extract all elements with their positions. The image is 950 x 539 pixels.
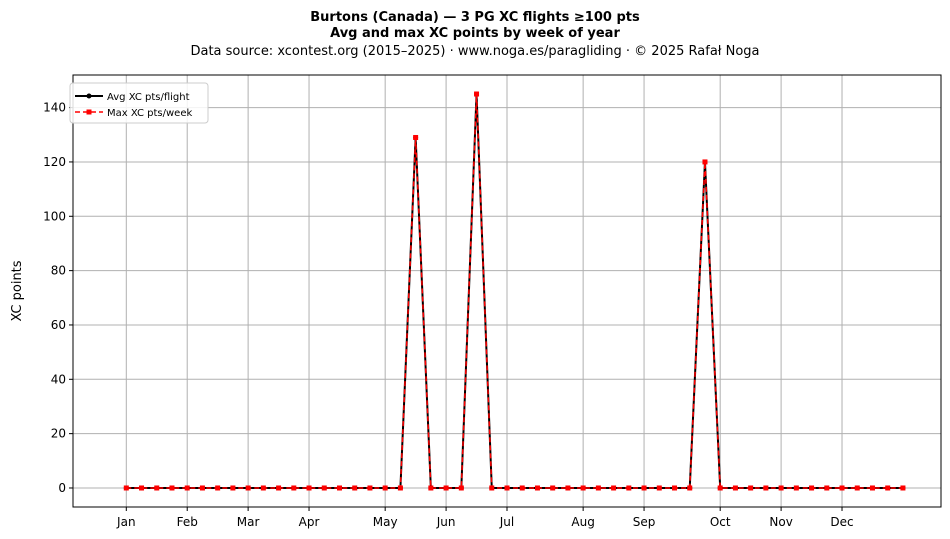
y-tick-label: 140 (43, 101, 66, 115)
point-max (809, 485, 815, 491)
point-max (291, 485, 297, 491)
y-axis-label: XC points (10, 260, 25, 321)
point-max (154, 485, 160, 491)
point-max (260, 485, 266, 491)
point-max (732, 485, 738, 491)
point-max (748, 485, 754, 491)
legend-marker-max (86, 109, 92, 115)
point-max (702, 159, 708, 165)
x-tick-label: Dec (830, 515, 853, 529)
point-max (397, 485, 403, 491)
point-max (611, 485, 617, 491)
point-max (763, 485, 769, 491)
y-tick-label: 120 (43, 155, 66, 169)
point-max (169, 485, 175, 491)
legend-label-max: Max XC pts/week (107, 108, 192, 119)
point-max (519, 485, 525, 491)
chart-title-line2: Avg and max XC points by week of year (330, 26, 620, 41)
point-max (336, 485, 342, 491)
x-tick-label: Sep (633, 515, 656, 529)
x-tick-label: Aug (571, 515, 594, 529)
series-line-max (126, 93, 903, 489)
point-max (778, 485, 784, 491)
x-tick-label: May (373, 515, 398, 529)
point-max (184, 485, 190, 491)
point-max (443, 485, 449, 491)
y-tick-label: 60 (51, 318, 66, 332)
legend-box (69, 82, 209, 124)
point-max (458, 485, 464, 491)
x-axis: Jan Feb Mar Apr May Jun Jul Aug Sep Oct Nov Dec (116, 507, 854, 529)
point-max (276, 485, 282, 491)
x-tick-label: Apr (299, 515, 320, 529)
point-max (687, 485, 693, 491)
point-max (900, 485, 906, 491)
x-tick-label: Feb (177, 515, 198, 529)
point-max (641, 485, 647, 491)
x-tick-label: Oct (710, 515, 731, 529)
point-max (245, 485, 251, 491)
legend: Avg XC pts/flight Max XC pts/week (69, 82, 209, 124)
chart-title: Burtons (Canada) — 3 PG XC flights ≥100 … (310, 10, 640, 25)
point-max (413, 134, 419, 140)
point-max (854, 485, 860, 491)
point-max (474, 91, 480, 97)
grid (73, 75, 941, 507)
x-tick-label: Jul (499, 515, 514, 529)
point-max (885, 485, 891, 491)
point-max (580, 485, 586, 491)
point-max (367, 485, 373, 491)
point-max (215, 485, 221, 491)
point-max (534, 485, 540, 491)
y-axis: 0 20 40 60 80 100 120 140 (43, 101, 73, 495)
point-max (824, 485, 830, 491)
point-max (717, 485, 723, 491)
series-group (123, 91, 906, 491)
x-tick-label: Jan (116, 515, 136, 529)
point-max (139, 485, 145, 491)
legend-label-avg: Avg XC pts/flight (107, 92, 190, 103)
point-max (504, 485, 510, 491)
x-tick-label: Jun (436, 515, 456, 529)
point-max (550, 485, 556, 491)
point-max (199, 485, 205, 491)
point-max (672, 485, 678, 491)
point-max (489, 485, 495, 491)
point-max (428, 485, 434, 491)
point-max (626, 485, 632, 491)
x-tick-label: Mar (237, 515, 260, 529)
point-max (869, 485, 875, 491)
point-max (839, 485, 845, 491)
point-max (793, 485, 799, 491)
point-max (123, 485, 129, 491)
chart-subtitle: Data source: xcontest.org (2015–2025) · … (190, 44, 759, 59)
y-tick-label: 0 (58, 481, 66, 495)
point-max (306, 485, 312, 491)
point-max (321, 485, 327, 491)
point-max (230, 485, 236, 491)
y-tick-label: 20 (51, 427, 66, 441)
y-tick-label: 40 (51, 372, 66, 386)
point-max (565, 485, 571, 491)
point-max (382, 485, 388, 491)
y-tick-label: 100 (43, 209, 66, 223)
legend-marker-avg (86, 93, 92, 99)
point-max (656, 485, 662, 491)
point-max (352, 485, 358, 491)
y-tick-label: 80 (51, 264, 66, 278)
point-max (595, 485, 601, 491)
series-line-avg (126, 93, 903, 489)
x-tick-label: Nov (769, 515, 792, 529)
